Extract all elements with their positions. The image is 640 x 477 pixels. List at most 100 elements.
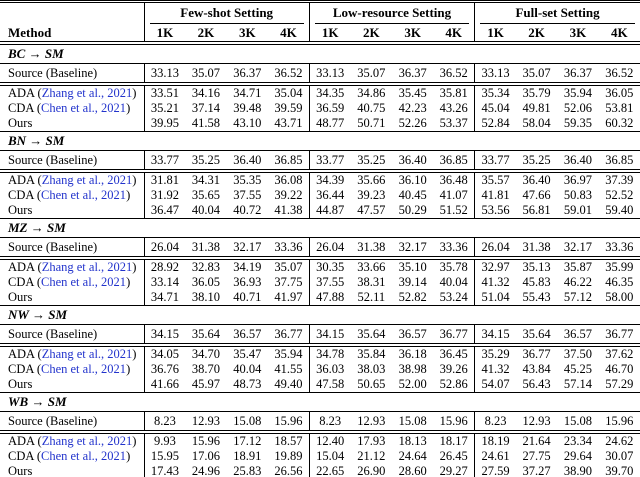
citation-link[interactable]: Zhang et al., 2021: [41, 347, 133, 361]
group-header-full-set: Full-set Setting: [474, 1, 640, 24]
table-row: ADA (Zhang et al., 2021) 31.81 34.31 35.35 3…: [0, 171, 640, 188]
citation-link[interactable]: Zhang et al., 2021: [41, 260, 133, 274]
value-cell: 55.43: [515, 290, 558, 306]
section-row: WB → SM: [0, 392, 640, 412]
value-cell: 12.93: [515, 411, 558, 434]
value-cell: 37.14: [191, 101, 221, 115]
value-cell: 38.90: [557, 464, 599, 477]
citation-link[interactable]: Chen et al., 2021: [41, 449, 127, 463]
section-row: BC → SM: [0, 43, 640, 64]
value-cell: 44.87: [308, 203, 351, 219]
value-cell: 48.73: [226, 377, 268, 393]
value-cell: 45.97: [185, 377, 227, 393]
table-row: ADA (Zhang et al., 2021) 34.05 34.70 35.47 3…: [0, 345, 640, 362]
value-cell: 36.77: [267, 324, 310, 347]
value-cell: 32.17: [391, 237, 434, 260]
value-cell: 50.65: [350, 377, 392, 393]
value-cell: 21.12: [357, 449, 386, 463]
subcol-header: 2K: [350, 24, 392, 45]
citation-link[interactable]: Zhang et al., 2021: [41, 434, 133, 448]
value-cell: 52.11: [350, 290, 392, 306]
value-cell: 50.29: [391, 203, 434, 219]
value-cell: 35.13: [522, 260, 551, 274]
value-cell: 26.04: [474, 237, 516, 260]
section-row: NW → SM: [0, 305, 640, 325]
section-title: MZ → SM: [0, 218, 640, 238]
value-cell: 33.36: [433, 237, 475, 260]
method-label: ADA (: [8, 347, 42, 361]
group-header-label: Few-shot Setting: [149, 5, 304, 24]
value-cell: 39.14: [398, 275, 427, 289]
value-cell: 8.23: [308, 411, 351, 434]
citation-link[interactable]: Chen et al., 2021: [41, 188, 127, 202]
table-row: CDA (Chen et al., 2021) 35.21 37.14 39.48 39…: [0, 101, 640, 116]
value-cell: 60.32: [598, 116, 640, 132]
method-cell: CDA (Chen et al., 2021): [0, 275, 144, 290]
table-row: CDA (Chen et al., 2021) 33.14 36.05 36.93 37…: [0, 275, 640, 290]
citation-link[interactable]: Chen et al., 2021: [41, 362, 127, 376]
value-cell: 35.10: [398, 260, 427, 274]
citation-link[interactable]: Zhang et al., 2021: [41, 86, 133, 100]
section-row: BN → SM: [0, 131, 640, 151]
value-cell: 40.71: [226, 290, 268, 306]
value-cell: 33.36: [598, 237, 640, 260]
value-cell: 36.40: [557, 150, 599, 173]
value-cell: 33.13: [143, 63, 186, 86]
value-cell: 36.40: [522, 173, 551, 187]
value-cell: 26.90: [350, 464, 392, 477]
value-cell: 41.55: [274, 362, 303, 376]
value-cell: 15.96: [433, 411, 475, 434]
value-cell: 38.10: [185, 290, 227, 306]
value-cell: 15.96: [191, 434, 221, 448]
value-cell: 30.07: [605, 449, 634, 463]
table-row: ADA (Zhang et al., 2021) 33.51 34.16 34.71 3…: [0, 84, 640, 101]
value-cell: 35.64: [350, 324, 392, 347]
value-cell: 18.19: [474, 432, 516, 449]
table-row: Ours 39.95 41.58 43.10 43.71 48.77 50.71 52.26 5…: [0, 116, 640, 132]
value-cell: 59.01: [557, 203, 599, 219]
value-cell: 36.57: [226, 324, 268, 347]
value-cell: 52.86: [433, 377, 475, 393]
table-row: CDA (Chen et al., 2021) 15.95 17.06 18.91 19…: [0, 449, 640, 464]
table-row: Ours 17.43 24.96 25.83 26.56 22.65 26.90 28.60 2…: [0, 464, 640, 477]
value-cell: 24.62: [605, 434, 634, 448]
value-cell: 17.12: [233, 434, 262, 448]
section-row: MZ → SM: [0, 218, 640, 238]
value-cell: 31.38: [350, 237, 392, 260]
value-cell: 32.17: [226, 237, 268, 260]
method-label: ADA (: [8, 260, 42, 274]
value-cell: 35.07: [350, 63, 392, 86]
value-cell: 59.35: [557, 116, 599, 132]
value-cell: 43.71: [267, 116, 310, 132]
value-cell: 15.96: [598, 411, 640, 434]
value-cell: 34.31: [191, 173, 221, 187]
value-cell: 35.34: [474, 84, 516, 101]
value-cell: 33.77: [474, 150, 516, 173]
value-cell: 41.32: [474, 362, 516, 377]
table-header: Method Few-shot Setting Low-resource Set…: [0, 1, 640, 45]
value-cell: 37.55: [233, 188, 262, 202]
value-cell: 35.79: [522, 86, 551, 100]
value-cell: 31.38: [185, 237, 227, 260]
value-cell: 57.12: [557, 290, 599, 306]
value-cell: 36.93: [233, 275, 262, 289]
value-cell: 35.45: [398, 86, 427, 100]
table-row: ADA (Zhang et al., 2021) 28.92 32.83 34.19 3…: [0, 258, 640, 275]
value-cell: 12.93: [350, 411, 392, 434]
value-cell: 33.51: [143, 84, 186, 101]
value-cell: 33.36: [267, 237, 310, 260]
value-cell: 27.59: [474, 464, 516, 477]
section-title: BN → SM: [0, 131, 640, 151]
value-cell: 52.84: [474, 116, 516, 132]
subcol-header: 3K: [557, 24, 599, 45]
value-cell: 36.18: [398, 347, 427, 361]
value-cell: 31.92: [143, 188, 186, 203]
subcol-header: 1K: [143, 24, 186, 45]
method-cell: ADA (Zhang et al., 2021): [0, 84, 144, 101]
value-cell: 46.70: [605, 362, 634, 376]
citation-link[interactable]: Chen et al., 2021: [41, 275, 127, 289]
citation-link[interactable]: Zhang et al., 2021: [41, 173, 133, 187]
citation-link[interactable]: Chen et al., 2021: [41, 101, 127, 115]
value-cell: 36.85: [267, 150, 310, 173]
value-cell: 39.59: [274, 101, 303, 115]
